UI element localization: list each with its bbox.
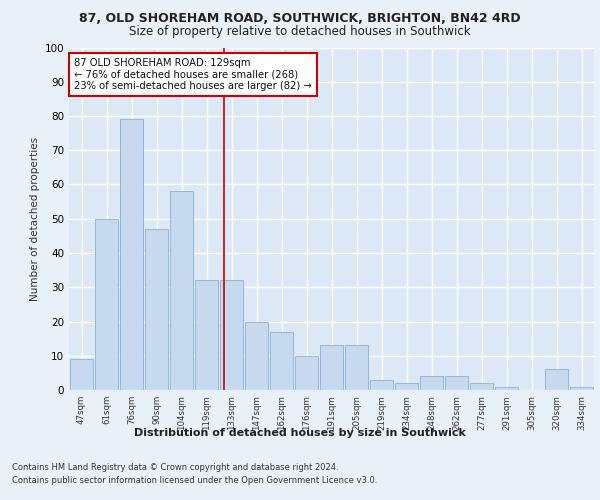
- Bar: [345, 346, 368, 390]
- Bar: [295, 356, 318, 390]
- Bar: [120, 120, 143, 390]
- Bar: [470, 383, 493, 390]
- Text: Size of property relative to detached houses in Southwick: Size of property relative to detached ho…: [129, 25, 471, 38]
- Text: 87 OLD SHOREHAM ROAD: 129sqm
← 76% of detached houses are smaller (268)
23% of s: 87 OLD SHOREHAM ROAD: 129sqm ← 76% of de…: [74, 58, 312, 91]
- Bar: [395, 383, 418, 390]
- Bar: [420, 376, 443, 390]
- Y-axis label: Number of detached properties: Number of detached properties: [31, 136, 40, 301]
- Bar: [70, 359, 93, 390]
- Bar: [545, 370, 568, 390]
- Text: Distribution of detached houses by size in Southwick: Distribution of detached houses by size …: [134, 428, 466, 438]
- Text: 87, OLD SHOREHAM ROAD, SOUTHWICK, BRIGHTON, BN42 4RD: 87, OLD SHOREHAM ROAD, SOUTHWICK, BRIGHT…: [79, 12, 521, 26]
- Bar: [95, 219, 118, 390]
- Bar: [245, 322, 268, 390]
- Bar: [195, 280, 218, 390]
- Bar: [320, 346, 343, 390]
- Bar: [145, 229, 168, 390]
- Bar: [445, 376, 468, 390]
- Text: Contains HM Land Registry data © Crown copyright and database right 2024.: Contains HM Land Registry data © Crown c…: [12, 462, 338, 471]
- Bar: [270, 332, 293, 390]
- Bar: [370, 380, 393, 390]
- Text: Contains public sector information licensed under the Open Government Licence v3: Contains public sector information licen…: [12, 476, 377, 485]
- Bar: [170, 192, 193, 390]
- Bar: [495, 386, 518, 390]
- Bar: [570, 386, 593, 390]
- Bar: [220, 280, 243, 390]
